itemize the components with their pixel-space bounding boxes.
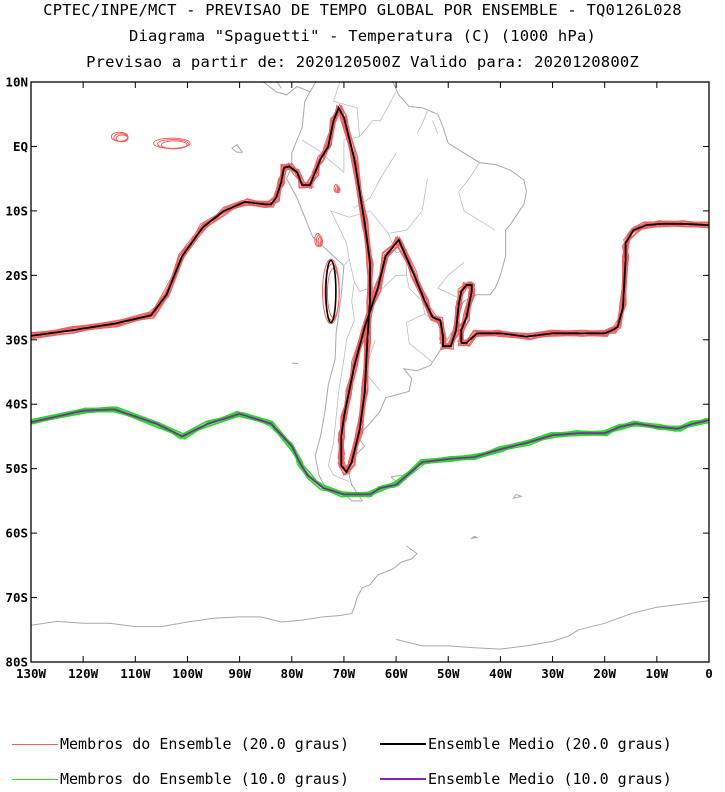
coastline-7: [512, 493, 523, 500]
border-9: [437, 262, 465, 299]
x-tick-label-2: 110W: [120, 666, 151, 681]
x-tick-label-4: 90W: [228, 666, 251, 681]
x-tick-label-8: 50W: [437, 666, 460, 681]
border-11: [432, 120, 439, 134]
border-1: [359, 91, 397, 138]
x-tick-label-1: 120W: [68, 666, 99, 681]
member-10-line-5: [32, 411, 709, 497]
mean-20-blob: [325, 259, 337, 324]
y-tick-label-3: 20S: [5, 268, 28, 283]
member-20-blob-4-2: [336, 186, 341, 194]
plot-frame: [30, 81, 710, 663]
member-10-line-0: [31, 406, 709, 496]
member-10-line-4: [31, 407, 708, 498]
member-10-line-1: [31, 408, 707, 498]
coastline-6: [469, 535, 479, 540]
legend-swatch-members-20: [12, 743, 58, 745]
legend-label-mean-20: Ensemble Medio (20.0 graus): [428, 735, 672, 753]
ensemble-members-10: [31, 406, 709, 498]
x-tick-label-12: 10W: [646, 666, 669, 681]
x-tick-label-0: 130W: [16, 666, 47, 681]
x-tick-label-6: 70W: [333, 666, 356, 681]
legend-label-mean-10: Ensemble Medio (10.0 graus): [428, 770, 672, 788]
x-tick-label-10: 30W: [541, 666, 564, 681]
legend-swatch-mean-10: [380, 778, 426, 780]
member-10-line-9: [31, 408, 707, 494]
coastline-9: [231, 143, 244, 153]
chart-title: CPTEC/INPE/MCT - PREVISAO DE TEMPO GLOBA…: [43, 1, 682, 19]
chart-subtitle: Diagrama "Spaguetti" - Temperatura (C) (…: [128, 27, 597, 45]
border-8: [388, 178, 428, 234]
member-10-line-2: [33, 410, 709, 496]
member-10-line-11: [31, 408, 709, 498]
coastline-5: [395, 600, 709, 650]
y-tick-label-7: 60S: [5, 526, 28, 541]
member-10-line-8: [31, 409, 709, 498]
y-tick-label-6: 50S: [5, 461, 28, 476]
forecast-dates: Previsao a partir de: 2020120500Z Valido…: [86, 53, 639, 71]
legend-swatch-members-10: [12, 778, 58, 780]
y-tick-label-9: 80S: [5, 655, 28, 670]
border-5: [327, 281, 355, 482]
y-axis: 10N EQ 10S 20S 30S 40S 50S 60S 70S 80S: [5, 75, 709, 670]
border-3: [348, 210, 433, 363]
y-tick-label-5: 40S: [5, 397, 28, 412]
member-10-line-6: [31, 407, 708, 494]
member-20-blob-1-2: [160, 140, 188, 150]
y-tick-label-4: 30S: [5, 332, 28, 347]
y-tick-label-1: EQ: [13, 139, 28, 154]
member-10-line-10: [33, 406, 709, 497]
legend-item-mean-20: Ensemble Medio (20.0 graus): [380, 735, 672, 753]
legend-row-2: Membros do Ensemble (10.0 graus) Ensembl…: [0, 770, 725, 792]
x-tick-label-13: 0: [705, 666, 713, 681]
legend-row-1: Membros do Ensemble (20.0 graus) Ensembl…: [0, 735, 725, 757]
coastline-2: [276, 82, 282, 89]
x-axis: 130W 120W 110W 100W 90W 80W 70W 60W 50W 40W 30W 20W…: [16, 82, 713, 681]
ensemble-means: [31, 105, 709, 496]
y-tick-label-8: 70S: [5, 590, 28, 605]
spaghetti-map: 10N EQ 10S 20S 30S 40S 50S 60S 70S 80S 130W 120W 11…: [5, 75, 713, 682]
coastline-4: [31, 545, 418, 628]
coastline-1: [262, 82, 311, 96]
x-tick-label-3: 100W: [172, 666, 203, 681]
legend-label-members-20: Membros do Ensemble (20.0 graus): [60, 735, 349, 753]
x-tick-label-7: 60W: [385, 666, 408, 681]
member-20-blob-3-2: [317, 236, 323, 247]
legend-item-members-20: Membros do Ensemble (20.0 graus): [12, 735, 349, 753]
mean-20-line: [31, 105, 709, 474]
border-2: [330, 210, 350, 266]
legend-item-members-10: Membros do Ensemble (10.0 graus): [12, 770, 349, 788]
border-7: [458, 162, 496, 231]
y-tick-label-2: 10S: [5, 203, 28, 218]
border-10: [416, 110, 428, 134]
coastline-8: [291, 362, 299, 365]
x-tick-label-11: 20W: [593, 666, 616, 681]
legend-label-members-10: Membros do Ensemble (10.0 graus): [60, 770, 349, 788]
member-20-blob-2-2: [326, 268, 340, 319]
member-10-line-7: [32, 407, 709, 498]
legend-item-mean-10: Ensemble Medio (10.0 graus): [380, 770, 672, 788]
y-tick-label-0: 10N: [5, 75, 28, 90]
member-20-blob-0-2: [115, 134, 129, 143]
x-tick-label-9: 40W: [489, 666, 512, 681]
mean-10-line: [31, 408, 709, 496]
member-10-line-3: [31, 406, 709, 495]
x-tick-label-5: 80W: [280, 666, 303, 681]
legend-swatch-mean-20: [380, 743, 426, 745]
